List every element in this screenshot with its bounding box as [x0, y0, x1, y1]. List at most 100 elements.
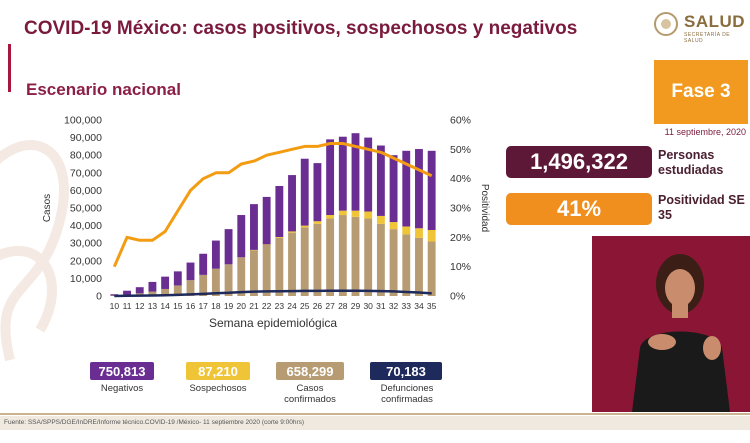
bar-segment [351, 210, 360, 217]
y2-tick-label: 10% [450, 261, 471, 273]
bar-segment [427, 230, 436, 242]
bar-segment [326, 218, 335, 296]
bar-segment [250, 250, 258, 296]
bar-segment [288, 232, 296, 296]
x-tick-label: 12 [135, 301, 145, 311]
bar-segment [338, 210, 347, 216]
interpreter-video [592, 236, 750, 412]
bar-segment [402, 150, 411, 227]
y2-tick-label: 30% [450, 203, 471, 215]
x-tick-label: 19 [224, 301, 234, 311]
y2-tick-label: 60% [450, 115, 471, 127]
total-confirmed-label: Casos confirmados [284, 383, 336, 405]
x-tick-label: 13 [148, 301, 158, 311]
bar-segment [173, 271, 182, 286]
y-tick-label: 90,000 [70, 132, 102, 144]
total-negatives-value: 750,813 [90, 362, 154, 380]
x-tick-label: 24 [287, 301, 297, 311]
kpi-positivity-label: Positividad SE 35 [658, 193, 745, 222]
bar-segment [300, 227, 309, 296]
x-tick-label: 15 [173, 301, 183, 311]
bar-segment [262, 196, 271, 245]
bar-segment [161, 288, 170, 296]
bar-segment [186, 262, 195, 281]
x-tick-label: 29 [351, 301, 361, 311]
total-deaths-label: Defunciones confirmadas [380, 383, 434, 405]
bar-segment [224, 264, 233, 296]
y-tick-label: 100,000 [64, 115, 102, 127]
bar-segment [288, 231, 296, 233]
bar-segment [376, 145, 385, 216]
bar-segment [326, 215, 335, 219]
bar-segment [275, 186, 284, 238]
phase-badge: Fase 3 [654, 60, 748, 124]
total-deaths-value: 70,183 [370, 362, 442, 380]
x-tick-label: 23 [275, 301, 285, 311]
y-tick-label: 10,000 [70, 273, 102, 285]
bar-segment [402, 226, 411, 235]
bar-segment [199, 274, 208, 296]
salud-logo: SALUD SECRETARÍA DE SALUD [654, 10, 746, 44]
bar-segment [148, 291, 157, 296]
bar-segment [389, 155, 398, 223]
bar-segment [338, 136, 347, 211]
x-tick-label: 28 [338, 301, 348, 311]
x-tick-label: 11 [123, 301, 132, 311]
x-tick-label: 22 [262, 301, 272, 311]
y-tick-label: 60,000 [70, 185, 102, 197]
bar-segment [237, 215, 246, 258]
source-divider [0, 413, 750, 415]
y-tick-label: 70,000 [70, 167, 102, 179]
bar-segment [351, 216, 360, 296]
x-tick-label: 26 [313, 301, 323, 311]
kpi-positivity-value: 41% [506, 193, 652, 225]
seal-icon [654, 12, 678, 36]
y-tick-label: 80,000 [70, 150, 102, 162]
kpi-studied-label: Personas estudiadas [658, 148, 724, 177]
total-suspects-value: 87,210 [186, 362, 250, 380]
logo-text: SALUD [684, 12, 746, 31]
bar-segment [300, 225, 309, 228]
y2-tick-label: 50% [450, 144, 471, 156]
bar-segment [199, 253, 208, 275]
bar-segment [288, 175, 296, 232]
bar-segment [186, 280, 195, 296]
cases-chart: 0 10,000 20,000 30,000 40,000 50,000 60,000 70,… [42, 115, 490, 331]
bar-segment [237, 257, 246, 296]
x-tick-label: 31 [376, 301, 386, 311]
x-tick-label: 21 [249, 301, 259, 311]
bar-segment [250, 204, 258, 250]
y-tick-label: 30,000 [70, 238, 102, 250]
x-tick-label: 30 [363, 301, 373, 311]
bar-segment [275, 237, 284, 296]
x-tick-label: 16 [186, 301, 196, 311]
y-tick-label: 0 [96, 291, 102, 303]
y2-tick-label: 40% [450, 173, 471, 185]
header-accent-bar [8, 44, 11, 92]
bar-segment [123, 290, 131, 295]
bar-segment [427, 150, 436, 230]
page-title: COVID-19 México: casos positivos, sospec… [24, 18, 578, 39]
x-tick-label: 17 [198, 301, 208, 311]
section-subtitle: Escenario nacional [26, 80, 181, 99]
interpreter-figure [592, 236, 750, 412]
bar-segment [224, 229, 233, 265]
bar-segment [376, 223, 385, 296]
y2-axis-title: Positividad [479, 184, 490, 232]
y2-tick-label: 20% [450, 232, 471, 244]
y-tick-label: 40,000 [70, 220, 102, 232]
bar-segment [351, 133, 360, 211]
bar-segment [415, 149, 423, 229]
bar-segment [262, 244, 271, 296]
y-axis-title: Casos [42, 194, 53, 222]
bar-segment [300, 158, 309, 226]
bar-segment [211, 240, 220, 269]
deaths-line [114, 289, 432, 298]
y-tick-label: 50,000 [70, 203, 102, 215]
bar-segment [338, 215, 347, 296]
logo-subtext: SECRETARÍA DE SALUD [684, 32, 731, 44]
bar-segment [148, 281, 157, 292]
bar-segment [161, 276, 170, 289]
bar-segment [364, 137, 373, 212]
bar-segment [275, 237, 284, 238]
